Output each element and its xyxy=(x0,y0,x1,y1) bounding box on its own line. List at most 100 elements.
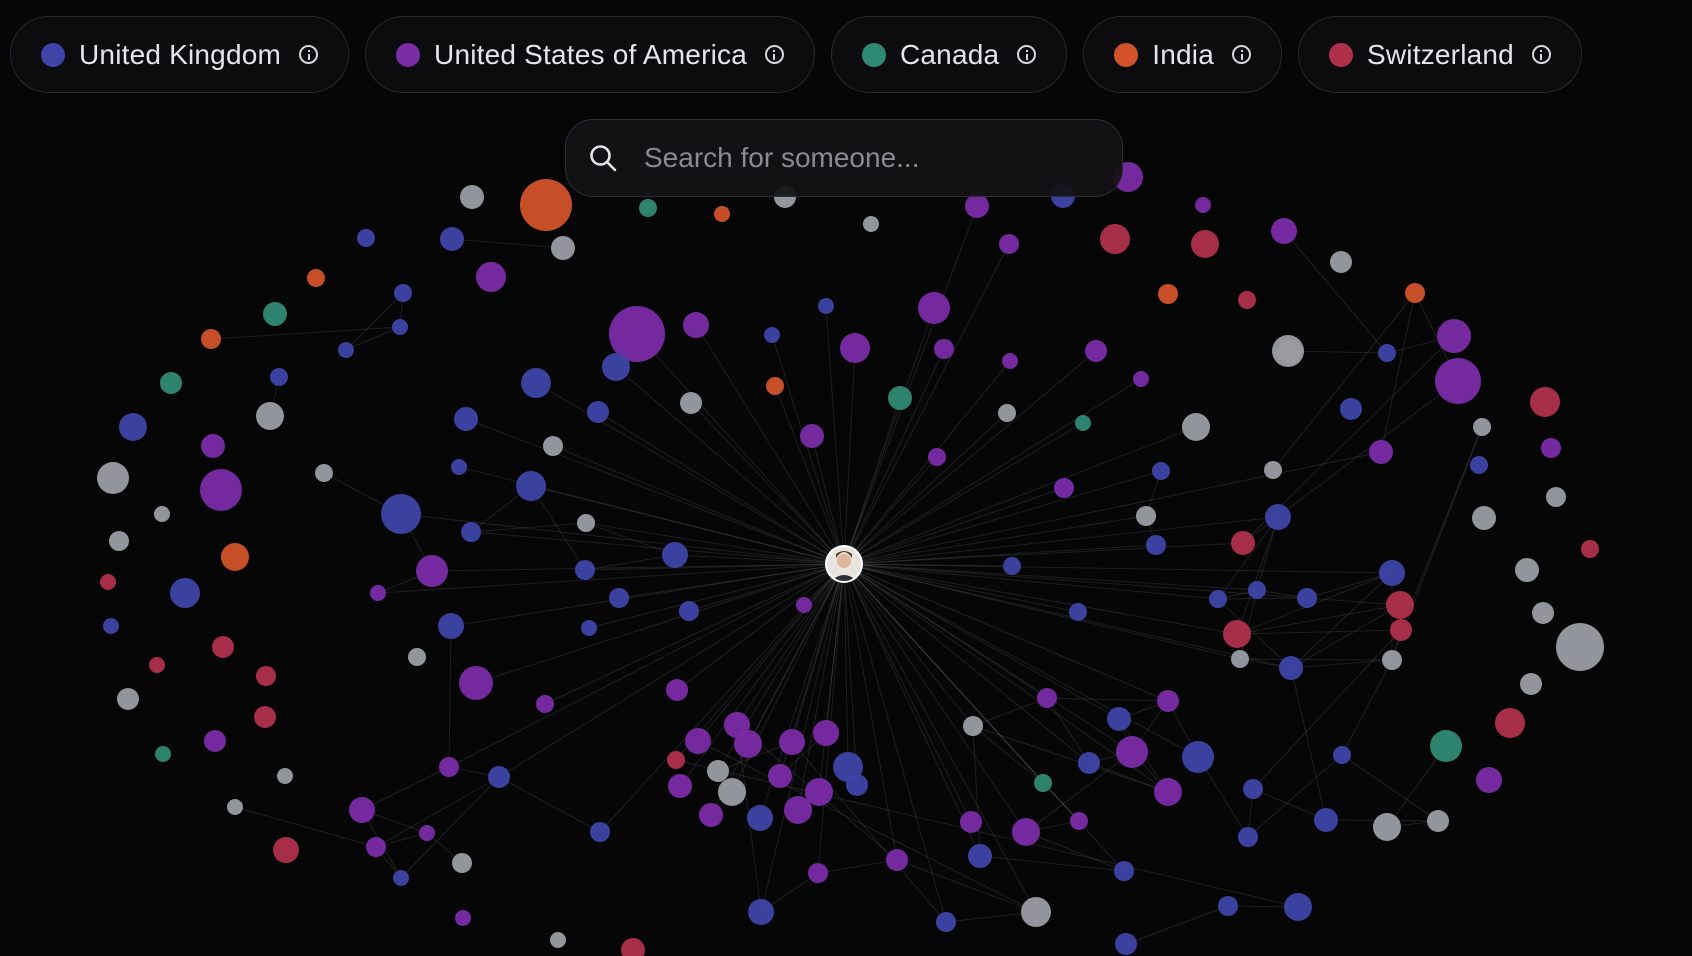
person-node[interactable] xyxy=(270,368,288,386)
person-node[interactable] xyxy=(476,262,506,292)
person-node[interactable] xyxy=(808,863,828,883)
person-node[interactable] xyxy=(1264,461,1282,479)
person-node[interactable] xyxy=(1556,623,1604,671)
person-node[interactable] xyxy=(818,298,834,314)
person-node[interactable] xyxy=(1182,741,1214,773)
person-node[interactable] xyxy=(349,797,375,823)
person-node[interactable] xyxy=(813,720,839,746)
person-node[interactable] xyxy=(1238,827,1258,847)
person-node[interactable] xyxy=(1116,736,1148,768)
person-node[interactable] xyxy=(609,588,629,608)
person-node[interactable] xyxy=(863,216,879,232)
person-node[interactable] xyxy=(680,392,702,414)
person-node[interactable] xyxy=(577,514,595,532)
person-node[interactable] xyxy=(103,618,119,634)
person-node[interactable] xyxy=(452,853,472,873)
person-node[interactable] xyxy=(1333,746,1351,764)
person-node[interactable] xyxy=(551,236,575,260)
person-node[interactable] xyxy=(928,448,946,466)
person-node[interactable] xyxy=(784,796,812,824)
person-node[interactable] xyxy=(1154,778,1182,806)
person-node[interactable] xyxy=(1146,535,1166,555)
person-node[interactable] xyxy=(1209,590,1227,608)
person-node[interactable] xyxy=(451,459,467,475)
person-node[interactable] xyxy=(1279,656,1303,680)
person-node[interactable] xyxy=(1379,560,1405,586)
person-node[interactable] xyxy=(1581,540,1599,558)
person-node[interactable] xyxy=(1133,371,1149,387)
person-node[interactable] xyxy=(1546,487,1566,507)
person-node[interactable] xyxy=(394,284,412,302)
person-node[interactable] xyxy=(119,413,147,441)
person-node[interactable] xyxy=(590,822,610,842)
person-node[interactable] xyxy=(1218,896,1238,916)
person-node[interactable] xyxy=(1191,230,1219,258)
info-icon[interactable] xyxy=(1232,45,1251,64)
person-node[interactable] xyxy=(934,339,954,359)
person-node[interactable] xyxy=(683,312,709,338)
legend-item-united-states[interactable]: United States of America xyxy=(365,16,815,93)
person-node[interactable] xyxy=(263,302,287,326)
person-node[interactable] xyxy=(779,729,805,755)
person-node[interactable] xyxy=(1021,897,1051,927)
person-node[interactable] xyxy=(886,849,908,871)
person-node[interactable] xyxy=(521,368,551,398)
person-node[interactable] xyxy=(109,531,129,551)
person-node[interactable] xyxy=(201,329,221,349)
person-node[interactable] xyxy=(1427,810,1449,832)
person-node[interactable] xyxy=(1382,650,1402,670)
person-node[interactable] xyxy=(154,506,170,522)
person-node[interactable] xyxy=(315,464,333,482)
legend-item-india[interactable]: India xyxy=(1083,16,1282,93)
person-node[interactable] xyxy=(357,229,375,247)
person-node[interactable] xyxy=(888,386,912,410)
person-node[interactable] xyxy=(1157,690,1179,712)
person-node[interactable] xyxy=(1069,603,1087,621)
person-node[interactable] xyxy=(1472,506,1496,530)
person-node[interactable] xyxy=(1182,413,1210,441)
person-node[interactable] xyxy=(999,234,1019,254)
person-node[interactable] xyxy=(936,912,956,932)
person-node[interactable] xyxy=(1373,813,1401,841)
info-icon[interactable] xyxy=(1531,45,1551,64)
person-node[interactable] xyxy=(1532,602,1554,624)
person-node[interactable] xyxy=(800,424,824,448)
person-node[interactable] xyxy=(370,585,386,601)
person-node[interactable] xyxy=(805,778,833,806)
person-node[interactable] xyxy=(1037,688,1057,708)
person-node[interactable] xyxy=(204,730,226,752)
person-node[interactable] xyxy=(416,555,448,587)
person-node[interactable] xyxy=(1054,478,1074,498)
person-node[interactable] xyxy=(639,199,657,217)
person-node[interactable] xyxy=(1271,218,1297,244)
person-node[interactable] xyxy=(149,657,165,673)
person-node[interactable] xyxy=(1284,893,1312,921)
person-node[interactable] xyxy=(419,825,435,841)
person-node[interactable] xyxy=(1003,557,1021,575)
person-node[interactable] xyxy=(1231,650,1249,668)
person-node[interactable] xyxy=(459,666,493,700)
person-node[interactable] xyxy=(392,319,408,335)
person-node[interactable] xyxy=(764,327,780,343)
person-node[interactable] xyxy=(1034,774,1052,792)
person-node[interactable] xyxy=(587,401,609,423)
person-node[interactable] xyxy=(381,494,421,534)
person-node[interactable] xyxy=(1078,752,1100,774)
person-node[interactable] xyxy=(338,342,354,358)
person-node[interactable] xyxy=(100,574,116,590)
legend-item-switzerland[interactable]: Switzerland xyxy=(1298,16,1582,93)
info-icon[interactable] xyxy=(1017,45,1037,64)
person-node[interactable] xyxy=(662,542,688,568)
person-node[interactable] xyxy=(1136,506,1156,526)
person-node[interactable] xyxy=(707,760,729,782)
person-node[interactable] xyxy=(254,706,276,728)
person-node[interactable] xyxy=(1473,418,1491,436)
person-node[interactable] xyxy=(1238,291,1256,309)
person-node[interactable] xyxy=(840,333,870,363)
person-node[interactable] xyxy=(718,778,746,806)
person-node[interactable] xyxy=(1520,673,1542,695)
info-icon[interactable] xyxy=(299,45,319,64)
person-node[interactable] xyxy=(998,404,1016,422)
person-node[interactable] xyxy=(221,543,249,571)
